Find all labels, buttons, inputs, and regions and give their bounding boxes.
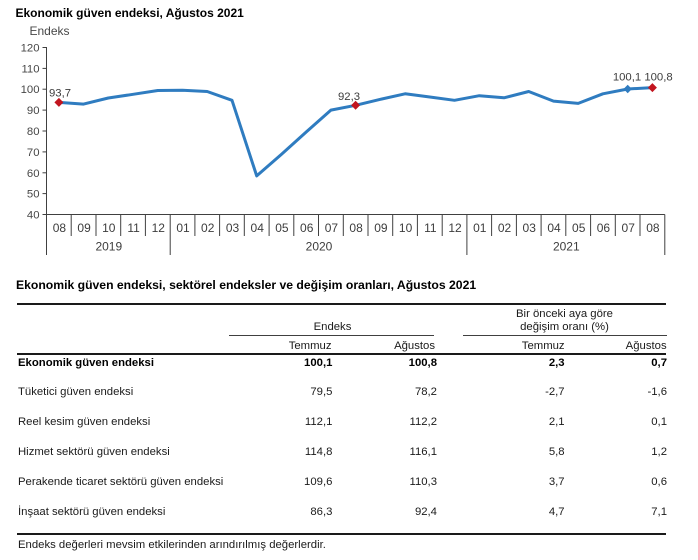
svg-text:93,7: 93,7	[49, 87, 71, 99]
svg-text:12: 12	[448, 221, 462, 235]
svg-text:04: 04	[547, 221, 561, 235]
svg-text:100,1: 100,1	[613, 72, 641, 84]
svg-text:80: 80	[27, 126, 40, 138]
svg-text:100,8: 100,8	[644, 72, 672, 84]
svg-text:Endeks: Endeks	[30, 24, 70, 38]
svg-text:60: 60	[27, 168, 40, 180]
svg-text:2021: 2021	[553, 240, 580, 254]
svg-text:92,3: 92,3	[338, 91, 360, 103]
svg-text:90: 90	[27, 105, 40, 117]
svg-text:03: 03	[523, 221, 537, 235]
svg-text:01: 01	[473, 221, 487, 235]
svg-text:05: 05	[572, 221, 586, 235]
svg-text:07: 07	[325, 221, 339, 235]
svg-text:110: 110	[21, 63, 39, 75]
svg-text:08: 08	[349, 221, 363, 235]
svg-text:01: 01	[176, 221, 190, 235]
svg-text:70: 70	[27, 147, 40, 159]
svg-text:02: 02	[201, 221, 215, 235]
svg-text:10: 10	[399, 221, 413, 235]
svg-text:2019: 2019	[95, 240, 122, 254]
svg-text:06: 06	[300, 221, 314, 235]
svg-text:50: 50	[27, 189, 40, 201]
svg-text:08: 08	[53, 221, 67, 235]
svg-text:08: 08	[646, 221, 660, 235]
svg-text:12: 12	[152, 221, 166, 235]
svg-text:40: 40	[27, 210, 40, 222]
svg-text:03: 03	[226, 221, 240, 235]
svg-text:07: 07	[622, 221, 636, 235]
svg-text:09: 09	[77, 221, 91, 235]
svg-text:10: 10	[102, 221, 116, 235]
svg-text:2020: 2020	[306, 240, 333, 254]
svg-text:02: 02	[498, 221, 512, 235]
svg-text:120: 120	[21, 43, 40, 55]
svg-text:100: 100	[21, 84, 40, 96]
svg-text:09: 09	[374, 221, 388, 235]
svg-text:11: 11	[127, 221, 140, 235]
svg-text:06: 06	[597, 221, 611, 235]
svg-text:04: 04	[251, 221, 265, 235]
svg-text:11: 11	[424, 221, 437, 235]
svg-text:05: 05	[275, 221, 289, 235]
